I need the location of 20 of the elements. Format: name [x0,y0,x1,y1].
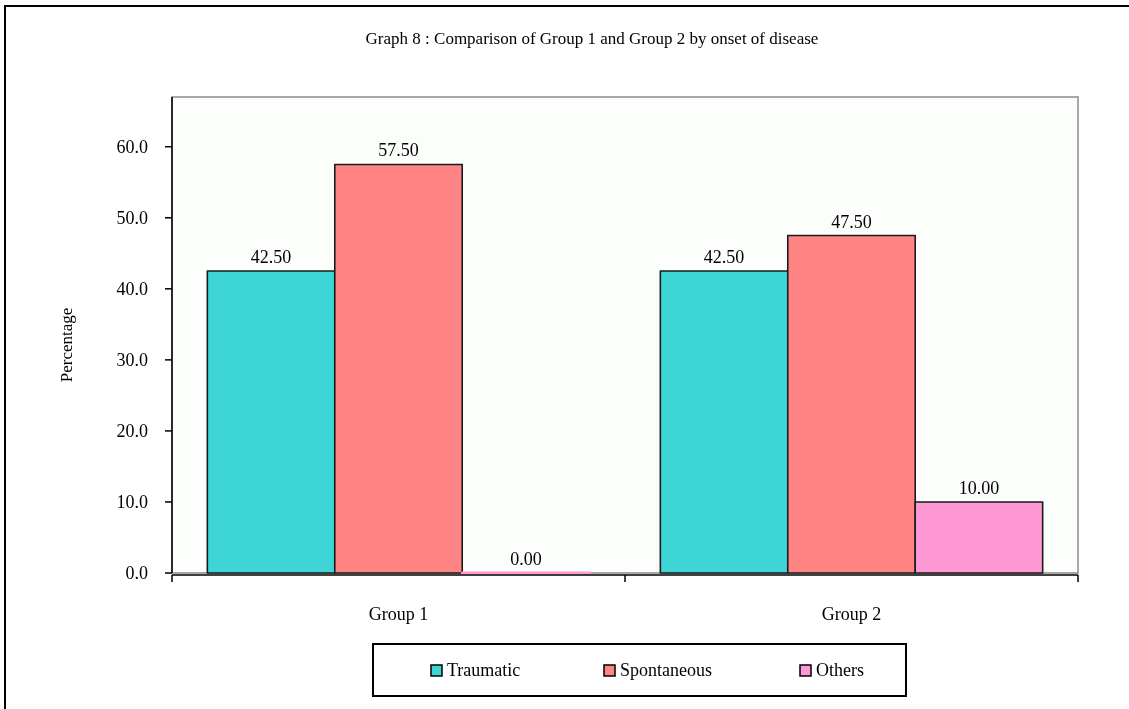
y-tick-label: 30.0 [116,350,148,371]
legend-label: Traumatic [447,660,521,680]
legend-label: Others [816,660,864,680]
y-tick-label: 20.0 [116,421,148,442]
y-tick-label: 40.0 [116,279,148,300]
x-tick-label: Group 1 [368,604,429,624]
data-label: 42.50 [250,247,292,268]
y-tick-label: 0.0 [125,563,148,584]
data-label: 42.50 [703,247,745,268]
chart-title: Graph 8 : Comparison of Group 1 and Group 2 by onset of disease [365,29,819,48]
data-label: 0.00 [510,549,542,569]
y-tick-label: 60.0 [116,137,148,158]
data-label: 47.50 [831,211,872,232]
y-tick-label: 50.0 [116,208,148,229]
y-axis-title: Percentage [57,307,76,383]
x-tick-label: Group 2 [821,604,882,624]
y-tick-label: 10.0 [116,492,148,513]
data-label: 10.00 [958,477,1000,498]
data-label: 57.50 [378,140,419,161]
legend-label: Spontaneous [620,660,712,680]
